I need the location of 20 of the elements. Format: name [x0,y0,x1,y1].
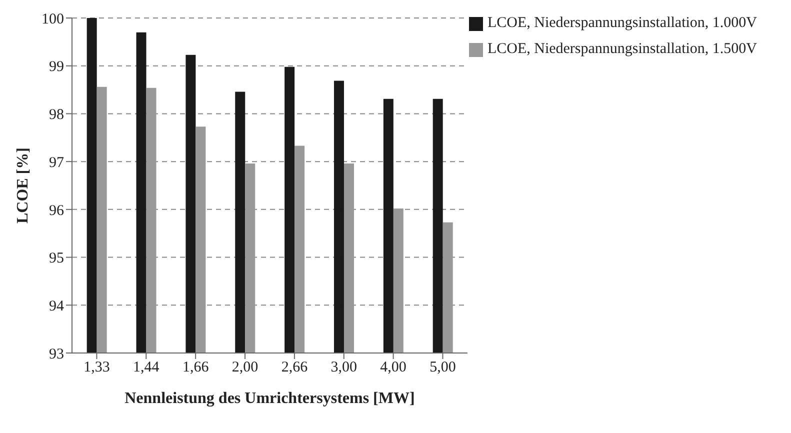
y-tick-label: 96 [49,202,64,219]
x-tick-label: 2,66 [281,360,308,376]
x-tick-label: 1,66 [182,360,210,376]
y-tick-label: 97 [49,154,64,171]
y-tick-label: 94 [49,298,64,314]
x-tick-label: 2,00 [232,360,258,376]
x-tick-label: 1,44 [133,360,160,376]
y-tick-label: 93 [49,346,64,362]
x-tick-label: 5,00 [430,360,456,376]
y-axis-title: LCOE [%] [14,148,32,224]
y-tick-label: 99 [49,59,64,76]
legend-label: LCOE, Niederspannungsinstallation, 1.500V [487,41,757,57]
legend-label: LCOE, Niederspannungsinstallation, 1.000V [487,15,757,31]
x-tick-label: 4,00 [380,360,406,376]
x-tick-label: 1,33 [84,360,110,376]
y-tick-label: 98 [49,107,64,124]
y-tick-label: 95 [49,250,64,267]
x-axis-title: Nennleistung des Umrichtersystems [MW] [124,390,415,407]
y-tick-label: 100 [42,11,64,28]
x-tick-label: 3,00 [330,360,357,376]
